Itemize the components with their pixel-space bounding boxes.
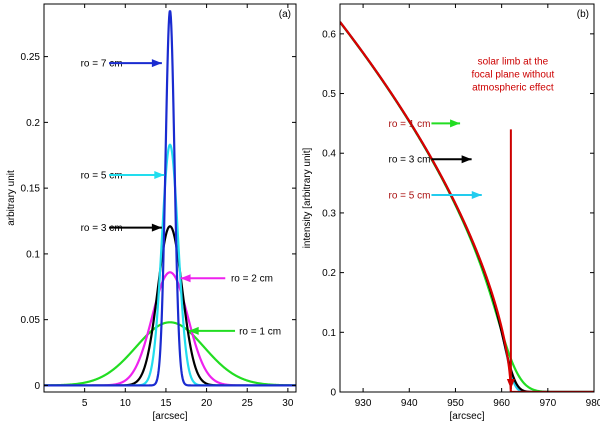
annotation-label: ro = 3 cm — [388, 155, 430, 166]
y-axis-label: arbitrary unit — [6, 170, 17, 226]
annotation-arrow-head — [154, 170, 165, 179]
y-tick-label: 0.4 — [322, 149, 336, 160]
annotation-label: ro = 5 cm — [81, 170, 123, 181]
annotation-arrow-head — [151, 223, 162, 232]
annotation-label: ro = 5 cm — [388, 191, 430, 202]
series-line-ro-3-cm — [44, 225, 296, 387]
y-tick-label: 0.6 — [322, 29, 336, 40]
x-tick-label: 20 — [201, 398, 213, 409]
y-tick-label: 0.2 — [322, 268, 336, 279]
x-tick-label: 960 — [493, 398, 510, 409]
x-tick-label: 950 — [447, 398, 464, 409]
x-tick-label: 5 — [82, 398, 88, 409]
series-line-unblurred-limb — [340, 21, 594, 392]
plot-frame — [43, 3, 297, 393]
x-tick-label: 30 — [282, 398, 294, 409]
annotation-arrow-head — [151, 59, 162, 68]
y-axis-label: intensity [arbitrary unit] — [302, 147, 313, 248]
series-line-ro-3-cm — [340, 21, 594, 392]
limb-note-arrow-head — [506, 379, 515, 390]
panel-a-chart: ro = 7 cm ro = 5 cm ro = 3 cm ro = 2 cm ro =… — [6, 3, 297, 422]
limb-note-line: focal plane without — [471, 70, 554, 81]
annotation-label: ro = 3 cm — [81, 223, 123, 234]
y-tick-label: 0.2 — [26, 118, 40, 129]
series-line-ro-1-cm — [340, 21, 594, 392]
y-tick-label: 0.3 — [322, 208, 336, 219]
annotation-arrow-head — [180, 274, 191, 283]
limb-note-line: solar limb at the — [478, 57, 549, 68]
x-axis-label: [arcsec] — [449, 411, 484, 422]
annotation-label: ro = 7 cm — [81, 59, 123, 70]
plot-frame — [339, 3, 595, 393]
panel-label: (a) — [279, 9, 291, 20]
x-tick-label: 930 — [355, 398, 372, 409]
y-tick-label: 0.15 — [21, 184, 41, 195]
y-tick-label: 0 — [34, 381, 40, 392]
limb-note-line: atmospheric effect — [472, 83, 554, 94]
y-tick-label: 0 — [330, 388, 336, 399]
y-tick-label: 0.5 — [322, 89, 336, 100]
annotation-arrow-head — [450, 119, 461, 128]
y-tick-label: 0.25 — [21, 52, 41, 63]
series-line-ro-5-cm — [340, 21, 594, 392]
annotation-arrow-head — [188, 326, 199, 335]
annotation-arrow-head — [461, 155, 472, 164]
panel-label: (b) — [577, 9, 589, 20]
annotation-label: ro = 1 cm — [388, 119, 430, 130]
y-tick-label: 0.1 — [26, 249, 40, 260]
x-tick-label: 940 — [401, 398, 418, 409]
x-tick-label: 970 — [539, 398, 556, 409]
x-tick-label: 15 — [160, 398, 172, 409]
series-line-ro-1-cm — [44, 321, 296, 387]
series-line-ro-7-cm — [44, 10, 296, 387]
annotation-label: ro = 1 cm — [239, 326, 281, 337]
annotation-label: ro = 2 cm — [231, 274, 273, 285]
panel-b-chart: solar limb at the focal plane without atmo… — [302, 3, 600, 422]
y-tick-label: 0.1 — [322, 328, 336, 339]
annotation-arrow-head — [471, 191, 482, 200]
y-tick-label: 0.05 — [21, 315, 41, 326]
x-tick-label: 25 — [242, 398, 254, 409]
x-axis-label: [arcsec] — [152, 411, 187, 422]
x-tick-label: 980 — [586, 398, 600, 409]
x-tick-label: 10 — [120, 398, 132, 409]
